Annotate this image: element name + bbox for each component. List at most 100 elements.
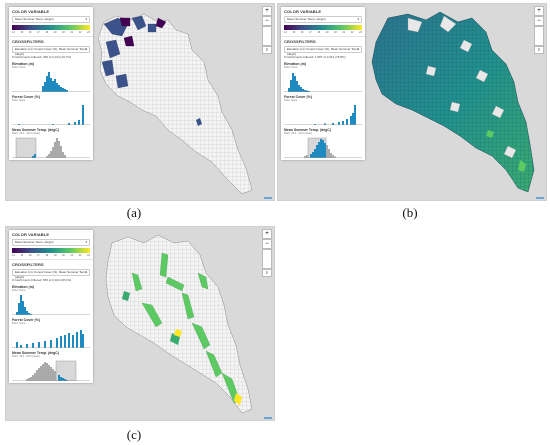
layers-button[interactable]: ≡ <box>262 46 272 54</box>
filter-title-elevation: Elevation (m) <box>12 285 34 289</box>
layers-button[interactable]: ≡ <box>534 46 544 54</box>
color-variable-section: COLOR VARIABLE Mean Summer Temp. (degC) ▾… <box>281 7 365 37</box>
section-heading: CROSSFILTERS <box>12 262 44 267</box>
zoom-in-button[interactable]: + <box>534 6 544 16</box>
filter-title-forest: Forest Cover (%) <box>12 318 41 322</box>
control-panel: COLOR VARIABLE Mean Summer Temp. (degC) ▾… <box>9 7 93 160</box>
crossfilter-select[interactable]: Elevation (m), Forest Cover (%), Mean Su… <box>12 269 90 279</box>
tick-label: 22 <box>78 31 82 34</box>
forest-cover-histogram[interactable] <box>12 326 90 348</box>
tick-label: 17 <box>37 254 40 257</box>
filter-title-temperature: Mean Summer Temp. (degC) <box>284 128 331 132</box>
temperature-histogram[interactable] <box>284 136 362 158</box>
filter-status: Filter: None <box>12 289 26 292</box>
color-legend-bar <box>284 25 362 30</box>
filter-status: Filter: None <box>284 99 298 102</box>
tick-label: 20 <box>62 31 65 34</box>
forest-cover-histogram[interactable] <box>12 103 90 125</box>
tick-label: 22 <box>350 31 354 34</box>
tick-label: 19 <box>53 31 57 34</box>
filter-title-temperature: Mean Summer Temp. (degC) <box>12 351 59 355</box>
tick-label: 16 <box>28 254 32 257</box>
tick-label: 15 <box>20 254 24 257</box>
select-value: Mean Summer Temp. (degC) <box>15 240 54 244</box>
select-value: Elevation (m), Forest Cover (%), Mean Su… <box>287 47 360 56</box>
filter-title-forest: Forest Cover (%) <box>284 95 313 99</box>
filtered-count: # Catchments Filtered: 565 of 2,014 (28.… <box>12 278 72 282</box>
tick-label: 21 <box>70 254 74 257</box>
chevron-down-icon: ▾ <box>357 47 359 51</box>
figure-caption: (a) <box>126 205 142 220</box>
temperature-histogram[interactable] <box>12 359 90 381</box>
zoom-in-button[interactable]: + <box>262 229 272 239</box>
attribution-link[interactable] <box>536 197 544 199</box>
layers-button[interactable]: ≡ <box>262 269 272 277</box>
control-panel: COLOR VARIABLE Mean Summer Temp. (degC) ▾… <box>281 7 365 160</box>
tick-label: 21 <box>70 31 74 34</box>
section-heading: COLOR VARIABLE <box>284 9 322 14</box>
control-panel: COLOR VARIABLE Mean Summer Temp. (degC) ▾… <box>9 230 93 383</box>
color-variable-select[interactable]: Mean Summer Temp. (degC) ▾ <box>12 16 90 23</box>
filter-status: Filter: 16.0 - 19.0 (reset) <box>284 132 312 135</box>
crossfilter-select[interactable]: Elevation (m), Forest Cover (%), Mean Su… <box>284 46 362 56</box>
section-heading: COLOR VARIABLE <box>12 232 50 237</box>
elevation-histogram[interactable] <box>284 70 362 92</box>
zoom-out-button[interactable]: − <box>262 16 272 26</box>
catchment-map[interactable] <box>102 233 258 415</box>
color-legend-ticks: 14 15 16 17 18 19 20 21 22 23 <box>284 31 362 34</box>
forest-cover-histogram[interactable] <box>284 103 362 125</box>
elevation-histogram[interactable] <box>12 293 90 315</box>
color-legend-bar <box>12 248 90 253</box>
crossfilters-section: CROSSFILTERS Elevation (m), Forest Cover… <box>9 260 93 383</box>
screenshot-c: COLOR VARIABLE Mean Summer Temp. (degC) ▾… <box>5 226 275 421</box>
filter-title-elevation: Elevation (m) <box>284 62 306 66</box>
zoom-out-button[interactable]: − <box>534 16 544 26</box>
tick-label: 14 <box>12 254 15 257</box>
figure-caption: (c) <box>126 427 142 442</box>
crossfilter-select[interactable]: Elevation (m), Forest Cover (%), Mean Su… <box>12 46 90 56</box>
color-variable-select[interactable]: Mean Summer Temp. (degC) ▾ <box>284 16 362 23</box>
zoom-out-button[interactable]: − <box>262 239 272 249</box>
tick-label: 18 <box>317 31 321 34</box>
color-legend-bar <box>12 25 90 30</box>
tick-label: 17 <box>309 31 312 34</box>
tick-label: 16 <box>300 31 304 34</box>
filtered-count: # Catchments Filtered: 1,587 of 2,014 (7… <box>284 55 346 59</box>
tick-label: 21 <box>342 31 346 34</box>
attribution-link[interactable] <box>264 197 272 199</box>
tick-label: 20 <box>62 254 65 257</box>
chevron-down-icon: ▾ <box>85 270 87 274</box>
temperature-histogram[interactable] <box>12 136 90 158</box>
filtered-count: # Catchments Filtered: 396 of 2,014 (19.… <box>12 55 72 59</box>
catchment-map[interactable] <box>96 12 256 196</box>
filter-status: Filter: None <box>12 99 26 102</box>
select-value: Elevation (m), Forest Cover (%), Mean Su… <box>15 47 88 56</box>
screenshot-b: COLOR VARIABLE Mean Summer Temp. (degC) ▾… <box>277 3 547 201</box>
filter-title-temperature: Mean Summer Temp. (degC) <box>12 128 59 132</box>
zoom-slider[interactable] <box>262 26 272 46</box>
attribution-link[interactable] <box>264 417 272 419</box>
filter-title-forest: Forest Cover (%) <box>12 95 41 99</box>
color-variable-select[interactable]: Mean Summer Temp. (degC) ▾ <box>12 239 90 246</box>
elevation-histogram[interactable] <box>12 70 90 92</box>
tick-label: 23 <box>359 31 362 34</box>
zoom-slider[interactable] <box>262 249 272 269</box>
zoom-slider[interactable] <box>534 26 544 46</box>
tick-label: 19 <box>325 31 329 34</box>
section-heading: COLOR VARIABLE <box>12 9 50 14</box>
section-heading: CROSSFILTERS <box>12 39 44 44</box>
tick-label: 23 <box>87 31 90 34</box>
chevron-down-icon: ▾ <box>85 17 87 21</box>
tick-label: 17 <box>37 31 40 34</box>
filter-status: Filter: None <box>12 322 26 325</box>
tick-label: 19 <box>53 254 57 257</box>
catchment-map[interactable] <box>368 10 538 196</box>
chevron-down-icon: ▾ <box>85 47 87 51</box>
filter-status: Filter: 12.0 - 16.0 (reset) <box>12 132 40 135</box>
section-heading: CROSSFILTERS <box>284 39 316 44</box>
tick-label: 18 <box>45 254 49 257</box>
screenshot-a: COLOR VARIABLE Mean Summer Temp. (degC) ▾… <box>5 3 275 201</box>
color-legend-ticks: 14 15 16 17 18 19 20 21 22 23 <box>12 254 90 257</box>
crossfilters-section: CROSSFILTERS Elevation (m), Forest Cover… <box>9 37 93 160</box>
zoom-in-button[interactable]: + <box>262 6 272 16</box>
